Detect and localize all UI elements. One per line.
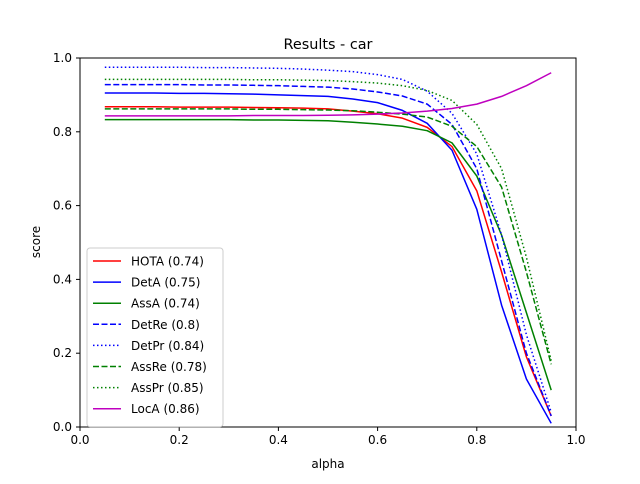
legend-label-5: AssRe (0.78): [131, 360, 207, 374]
series-line-7: [104, 72, 552, 117]
series-line-0: [104, 105, 552, 417]
x-tick-label: 0.0: [70, 433, 89, 447]
y-tick-label: 1.0: [53, 51, 72, 65]
series-line-1: [104, 92, 552, 424]
series-line-2: [104, 118, 552, 391]
x-tick-label: 0.6: [368, 433, 387, 447]
legend-label-7: LocA (0.86): [131, 402, 200, 416]
y-tick-label: 0.2: [53, 346, 72, 360]
legend-frame: [86, 247, 224, 428]
legend-label-6: AssPr (0.85): [131, 381, 204, 395]
y-axis-label: score: [29, 226, 43, 258]
chart-title: Results - car: [284, 37, 373, 53]
legend-label-3: DetRe (0.8): [131, 318, 200, 332]
plot-area: 0.0 0.2 0.4 0.6 0.8 1.0 0.0 0.2 0.4 0.6 0.8 1.0: [53, 51, 586, 447]
legend: HOTA (0.74) DetA (0.75) AssA (0.74) DetRe (…: [86, 247, 224, 428]
x-tick-label: 1.0: [566, 433, 585, 447]
legend-label-0: HOTA (0.74): [131, 255, 204, 269]
x-axis-label: alpha: [311, 457, 344, 471]
series-line-3: [104, 83, 552, 417]
series-line-5: [104, 108, 552, 365]
series-lines: [104, 66, 552, 424]
x-tick-label: 0.2: [170, 433, 189, 447]
legend-label-2: AssA (0.74): [131, 297, 200, 311]
axes-frame: [79, 57, 577, 428]
x-tick-label: 0.4: [269, 433, 288, 447]
x-tick-label: 0.8: [467, 433, 486, 447]
y-tick-label: 0.8: [53, 125, 72, 139]
series-line-6: [104, 78, 552, 361]
y-tick-label: 0.4: [53, 272, 72, 286]
y-tick-label: 0.0: [53, 420, 72, 434]
legend-label-4: DetPr (0.84): [131, 339, 204, 353]
legend-label-1: DetA (0.75): [131, 276, 200, 290]
y-tick-label: 0.6: [53, 199, 72, 213]
